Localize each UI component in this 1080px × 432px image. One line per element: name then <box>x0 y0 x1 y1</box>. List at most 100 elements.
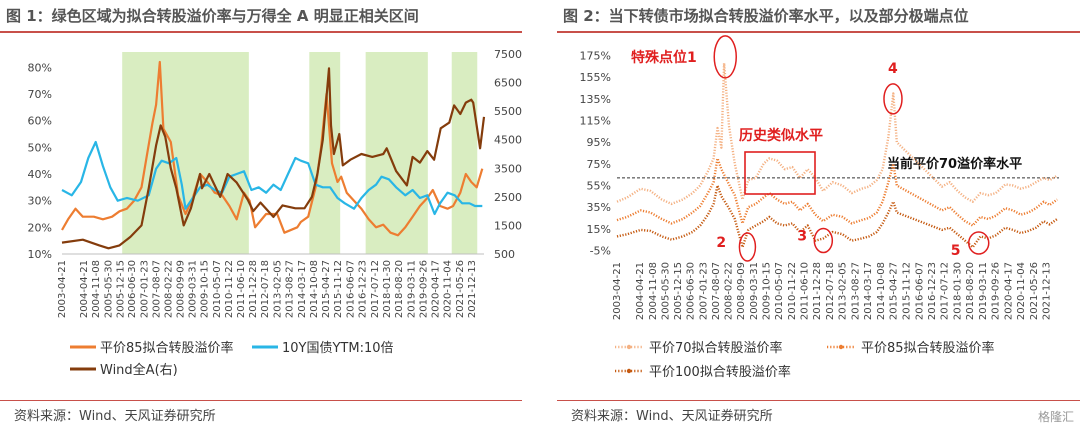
annotation-ellipse-3 <box>813 227 834 254</box>
x-tick-label: 2014-10-08 <box>876 262 887 320</box>
y-tick-label: 75% <box>587 158 611 171</box>
x-tick-label: 2005-12-15 <box>115 260 126 318</box>
y-tick-label: 95% <box>587 136 611 149</box>
x-tick-label: 2004-04-21 <box>635 262 646 320</box>
series-line-1 <box>616 62 1058 206</box>
x-tick-label: 2009-03-31 <box>188 260 199 318</box>
x-tick-label: 2021-12-13 <box>467 260 478 318</box>
x-tick-label: 2019-09-26 <box>990 262 1001 320</box>
annotation-ellipse-4 <box>883 83 903 115</box>
x-tick-label: 2016-12-23 <box>358 260 369 318</box>
x-tick-label: 2018-01-30 <box>952 262 963 320</box>
x-tick-label: 2003-04-21 <box>612 262 623 320</box>
x-tick-label: 2005-05-30 <box>661 262 672 320</box>
x-tick-label: 2015-04-27 <box>889 262 900 320</box>
annotation-label-5: 5 <box>951 243 961 259</box>
y-tick-label: 175% <box>580 50 611 63</box>
x-tick-label: 2012-07-18 <box>260 260 271 318</box>
x-tick-label: 2004-11-08 <box>91 260 102 318</box>
figure-1-title: 图 1：绿色区域为拟合转股溢价率与万得全 A 明显正相关区间 <box>0 0 522 33</box>
y-left-tick-label: 30% <box>28 195 52 208</box>
y-tick-label: -5% <box>590 244 611 257</box>
y-tick-label: 35% <box>587 201 611 214</box>
x-tick-label: 2019-09-26 <box>418 260 429 318</box>
x-tick-label: 2007-08-07 <box>151 260 162 318</box>
green-band-4 <box>451 52 478 254</box>
annotation-label-1: 特殊点位1 <box>631 49 697 66</box>
x-tick-label: 2015-11-12 <box>901 262 912 320</box>
legend-marker-1 <box>626 344 632 350</box>
annotation-label-2: 2 <box>716 235 726 251</box>
x-tick-label: 2020-04-17 <box>1003 262 1014 320</box>
x-tick-label: 2006-06-30 <box>127 260 138 318</box>
x-tick-label: 2003-04-21 <box>57 260 68 318</box>
legend-label-3: Wind全A(右) <box>100 362 178 378</box>
y-left-tick-label: 60% <box>28 115 52 128</box>
x-tick-label: 2006-06-30 <box>686 262 697 320</box>
x-tick-label: 2009-10-15 <box>200 260 211 318</box>
legend-marker-2 <box>838 344 844 350</box>
x-tick-label: 2015-11-12 <box>333 260 344 318</box>
y-right-tick-label: 7500 <box>494 48 522 61</box>
x-tick-label: 2008-02-22 <box>723 262 734 320</box>
x-tick-label: 2013-02-05 <box>838 262 849 320</box>
x-tick-label: 2018-08-20 <box>965 262 976 320</box>
x-tick-label: 2009-03-31 <box>749 262 760 320</box>
x-tick-label: 2019-03-11 <box>978 262 989 320</box>
x-tick-label: 2021-12-13 <box>1041 262 1052 320</box>
y-tick-label: 115% <box>580 115 611 128</box>
y-left-tick-label: 70% <box>28 88 52 101</box>
x-tick-label: 2008-09-09 <box>736 262 747 320</box>
y-right-tick-label: 6500 <box>494 77 522 90</box>
x-tick-label: 2015-04-27 <box>321 260 332 318</box>
y-right-tick-label: 1500 <box>494 219 522 232</box>
y-tick-label: 15% <box>587 223 611 236</box>
x-tick-label: 2020-04-17 <box>431 260 442 318</box>
x-tick-label: 2008-09-09 <box>175 260 186 318</box>
y-left-tick-label: 80% <box>28 61 52 74</box>
y-right-tick-label: 500 <box>494 248 515 261</box>
x-tick-label: 2004-04-21 <box>79 260 90 318</box>
x-tick-label: 2013-08-27 <box>850 262 861 320</box>
annotation-label-3: 3 <box>797 229 807 245</box>
y-left-tick-label: 20% <box>28 221 52 234</box>
y-right-tick-label: 5500 <box>494 105 522 118</box>
y-right-tick-label: 3500 <box>494 162 522 175</box>
annotation-ellipse-5 <box>967 231 990 255</box>
x-tick-label: 2011-06-10 <box>799 262 810 320</box>
annotation-ellipse-1 <box>713 35 737 79</box>
x-tick-label: 2017-07-12 <box>370 260 381 318</box>
x-tick-label: 2005-05-30 <box>103 260 114 318</box>
x-tick-label: 2020-11-04 <box>1016 262 1027 320</box>
y-tick-label: 135% <box>580 93 611 106</box>
x-tick-label: 2007-08-07 <box>711 262 722 320</box>
legend-label-3: 平价100拟合转股溢价率 <box>649 364 791 380</box>
y-tick-label: 55% <box>587 179 611 192</box>
x-tick-label: 2013-02-05 <box>272 260 283 318</box>
x-tick-label: 2021-05-26 <box>455 260 466 318</box>
series-line-3 <box>616 184 1058 249</box>
legend-marker-3 <box>626 368 632 374</box>
x-tick-label: 2020-11-04 <box>443 260 454 318</box>
x-tick-label: 2014-03-17 <box>863 262 874 320</box>
y-left-tick-label: 40% <box>28 168 52 181</box>
annotation-box-history <box>744 151 816 195</box>
x-tick-label: 2007-01-23 <box>140 260 151 318</box>
x-tick-label: 2010-11-22 <box>787 262 798 320</box>
x-tick-label: 2019-03-11 <box>406 260 417 318</box>
legend-label-2: 平价85拟合转股溢价率 <box>861 340 995 356</box>
series-line-2 <box>61 140 483 216</box>
legend-label-2: 10Y国债YTM:10倍 <box>282 341 394 356</box>
watermark: 格隆汇 <box>1037 410 1074 424</box>
x-tick-label: 2014-03-17 <box>297 260 308 318</box>
chart-2: -5% 15% 35% 55% 75% 95% 115% 135% 155% 175% 2003-0… <box>580 35 1059 380</box>
annotation-label-4: 4 <box>888 61 898 77</box>
legend-label-1: 平价70拟合转股溢价率 <box>649 340 783 356</box>
x-tick-label: 2007-01-23 <box>699 262 710 320</box>
figure-2-source: 资料来源：Wind、天风证券研究所 <box>557 400 1080 431</box>
legend-label-1: 平价85拟合转股溢价率 <box>100 340 234 356</box>
x-tick-label: 2018-01-30 <box>382 260 393 318</box>
x-tick-label: 2010-05-07 <box>774 262 785 320</box>
y-left-tick-label: 10% <box>28 248 52 261</box>
x-tick-label: 2011-12-28 <box>812 262 823 320</box>
